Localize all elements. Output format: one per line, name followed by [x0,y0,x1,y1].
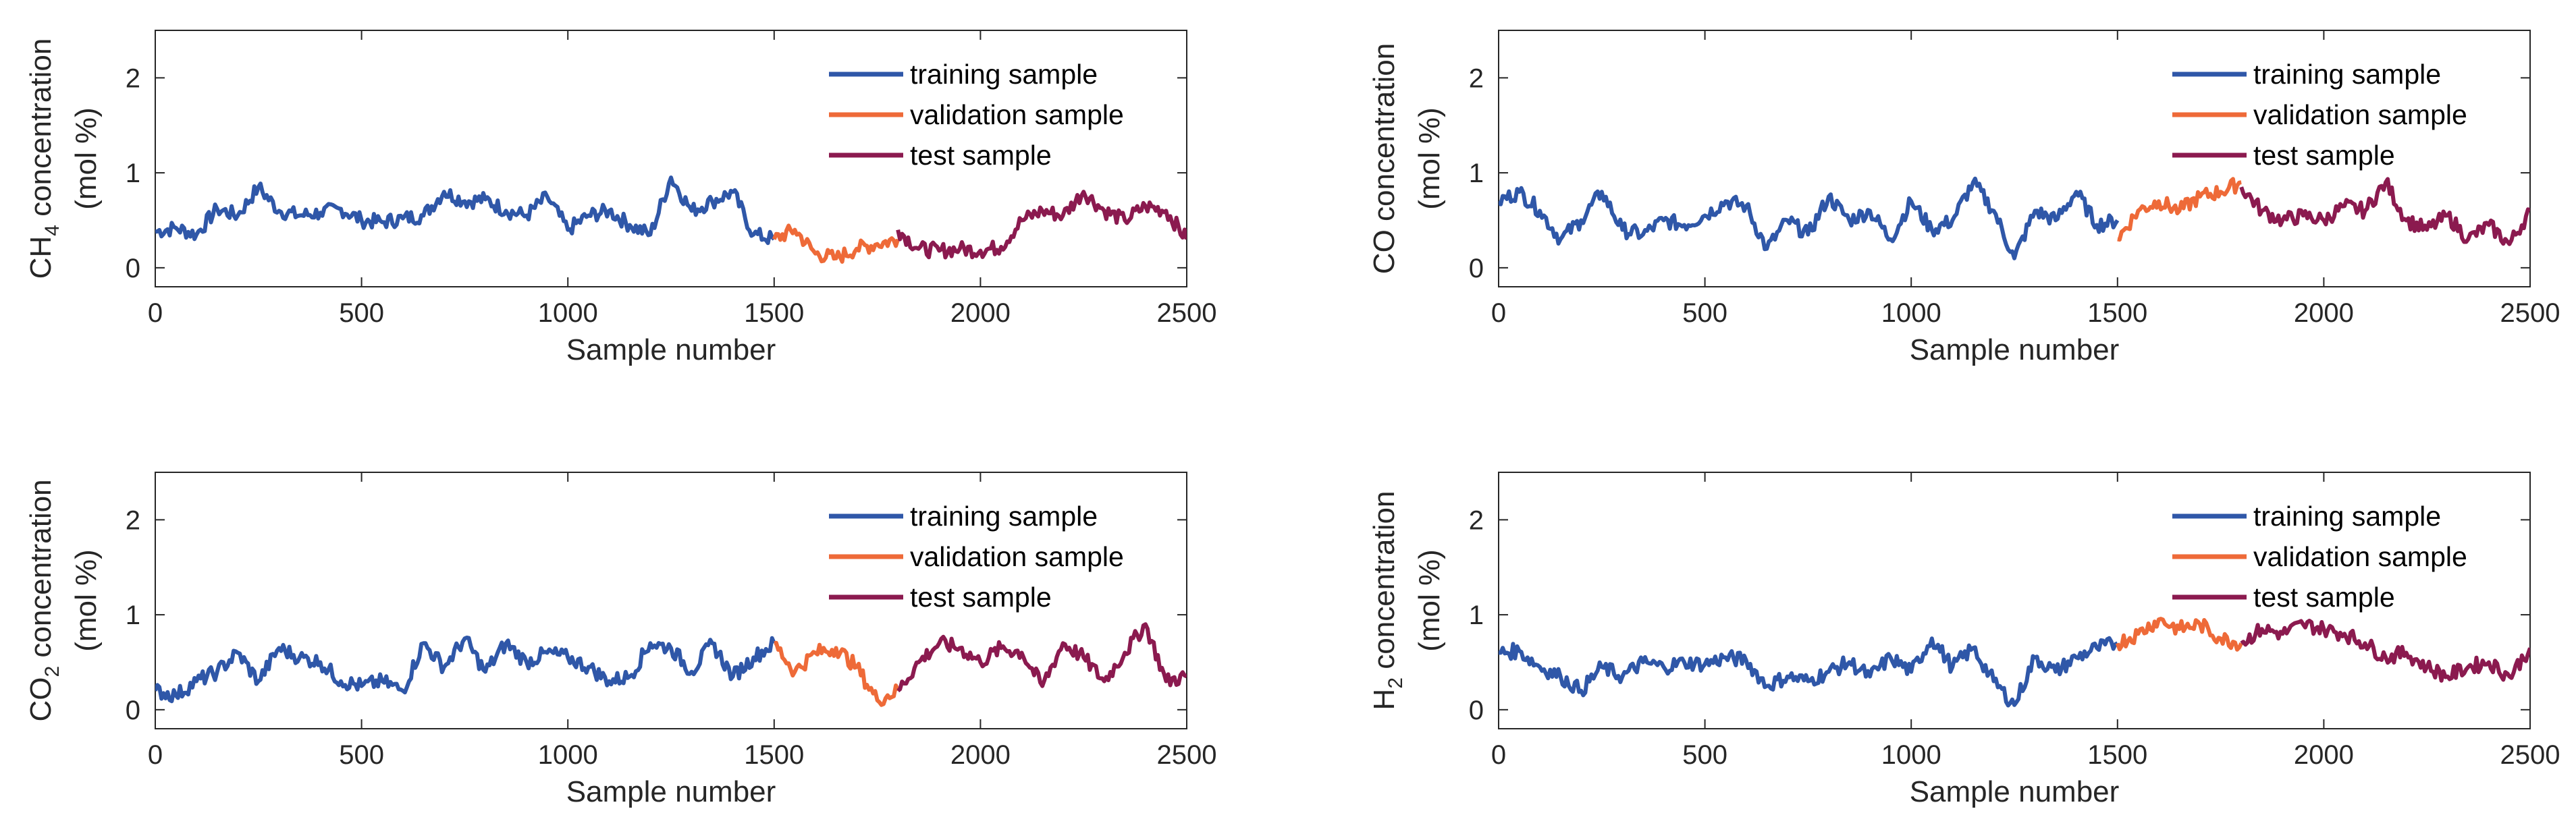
legend-entry: test sample [910,140,1052,171]
plot-area [1498,30,2531,287]
y-tick-label: 2 [126,505,140,535]
legend-entry: training sample [2253,59,2441,90]
y-tick-label: 0 [1469,696,1484,725]
legend-entry: validation sample [2253,99,2467,130]
x-tick-label: 1000 [538,740,598,770]
chart-co2: 0 500 1000 1500 2000 2500 0 1 2 Sample number CO2 … [24,472,1216,808]
x-tick-label: 1500 [744,740,804,770]
y-label-prefix: H [1368,689,1401,710]
legend-entry: test sample [2253,582,2395,613]
x-tick-label: 0 [148,740,163,770]
legend-entry: test sample [2253,140,2395,171]
x-tick-label: 2500 [2500,298,2560,328]
legend-entry: validation sample [910,99,1124,130]
y-label-suffix: concentration [24,38,57,225]
series-line-test-sample [2240,619,2530,683]
y-label-prefix: CH [24,236,57,279]
y-label-suffix: concentration [1368,491,1401,677]
x-tick-label: 500 [1682,298,1727,328]
x-axis-label: Sample number [1910,333,2120,366]
x-tick-label: 0 [1491,740,1506,770]
x-tick-label: 2500 [1157,740,1217,770]
y-axis-label: CO2 concentration [24,479,63,721]
x-tick-label: 1000 [1881,298,1941,328]
y-tick-label: 2 [1469,63,1484,93]
y-tick-label: 0 [126,696,140,725]
y-axis-label: CH4 concentration [24,38,63,279]
y-tick-label: 0 [1469,254,1484,283]
x-tick-label: 2000 [950,740,1011,770]
series-line-validation-sample [2117,177,2242,242]
series-line-validation-sample [772,223,901,264]
y-label-suffix: concentration [24,479,57,665]
legend-entry: training sample [910,59,1098,90]
y-label-prefix: CO [1368,229,1401,274]
x-tick-label: 2000 [2294,740,2354,770]
y-tick-label: 2 [126,63,140,93]
series-line-training-sample [1499,636,2119,708]
x-axis-label: Sample number [566,775,776,808]
y-axis-label-units: (mol %) [70,549,103,652]
y-tick-label: 2 [1469,505,1484,535]
x-tick-label: 500 [339,740,384,770]
x-tick-label: 1500 [2087,740,2147,770]
x-tick-label: 0 [148,298,163,328]
x-tick-label: 2500 [1157,298,1217,328]
y-tick-label: 1 [1469,159,1484,188]
x-tick-label: 1000 [1881,740,1941,770]
y-tick-label: 1 [126,601,140,630]
x-tick-label: 1000 [538,298,598,328]
x-tick-label: 500 [1682,740,1727,770]
legend-entry: validation sample [2253,541,2467,572]
series-line-training-sample [155,636,776,704]
y-axis-label-units: (mol %) [1413,549,1446,652]
x-tick-label: 1500 [744,298,804,328]
chart-ch4: 0 500 1000 1500 2000 2500 0 1 2 Sample number CH4 … [24,30,1216,366]
legend-entry: test sample [910,582,1052,613]
x-tick-label: 500 [339,298,384,328]
y-axis-label-units: (mol %) [1413,107,1446,210]
y-label-subscript: 2 [41,666,63,677]
series-line-test-sample [2239,177,2530,246]
legend-entry: training sample [2253,501,2441,532]
y-label-suffix: concentration [1368,43,1401,229]
y-tick-label: 1 [1469,601,1484,630]
y-axis-label: CO concentration [1368,43,1401,274]
series-line-training-sample [1499,176,2120,260]
x-tick-label: 0 [1491,298,1506,328]
x-tick-label: 2000 [950,298,1011,328]
plot-area [155,30,1187,287]
y-tick-label: 0 [126,254,140,283]
series-line-test-sample [896,622,1187,693]
legend-entry: validation sample [910,541,1124,572]
series-line-test-sample [896,190,1187,260]
chart-co: 0 500 1000 1500 2000 2500 0 1 2 Sample number CO c… [1368,30,2560,366]
series-line-training-sample [155,175,776,246]
y-label-subscript: 4 [41,225,63,236]
series-line-validation-sample [774,640,900,707]
x-tick-label: 2500 [2500,740,2560,770]
plot-area [1498,472,2531,729]
y-tick-label: 1 [126,159,140,188]
x-tick-label: 1500 [2087,298,2147,328]
y-axis-label: H2 concentration [1368,491,1407,710]
x-tick-label: 2000 [2294,298,2354,328]
y-label-subscript: 2 [1385,677,1407,689]
x-axis-label: Sample number [566,333,776,366]
x-axis-label: Sample number [1910,775,2120,808]
y-axis-label-units: (mol %) [70,107,103,210]
plot-area [155,472,1187,729]
y-label-prefix: CO [24,677,57,722]
legend-entry: training sample [910,501,1098,532]
series-line-validation-sample [2115,617,2243,652]
